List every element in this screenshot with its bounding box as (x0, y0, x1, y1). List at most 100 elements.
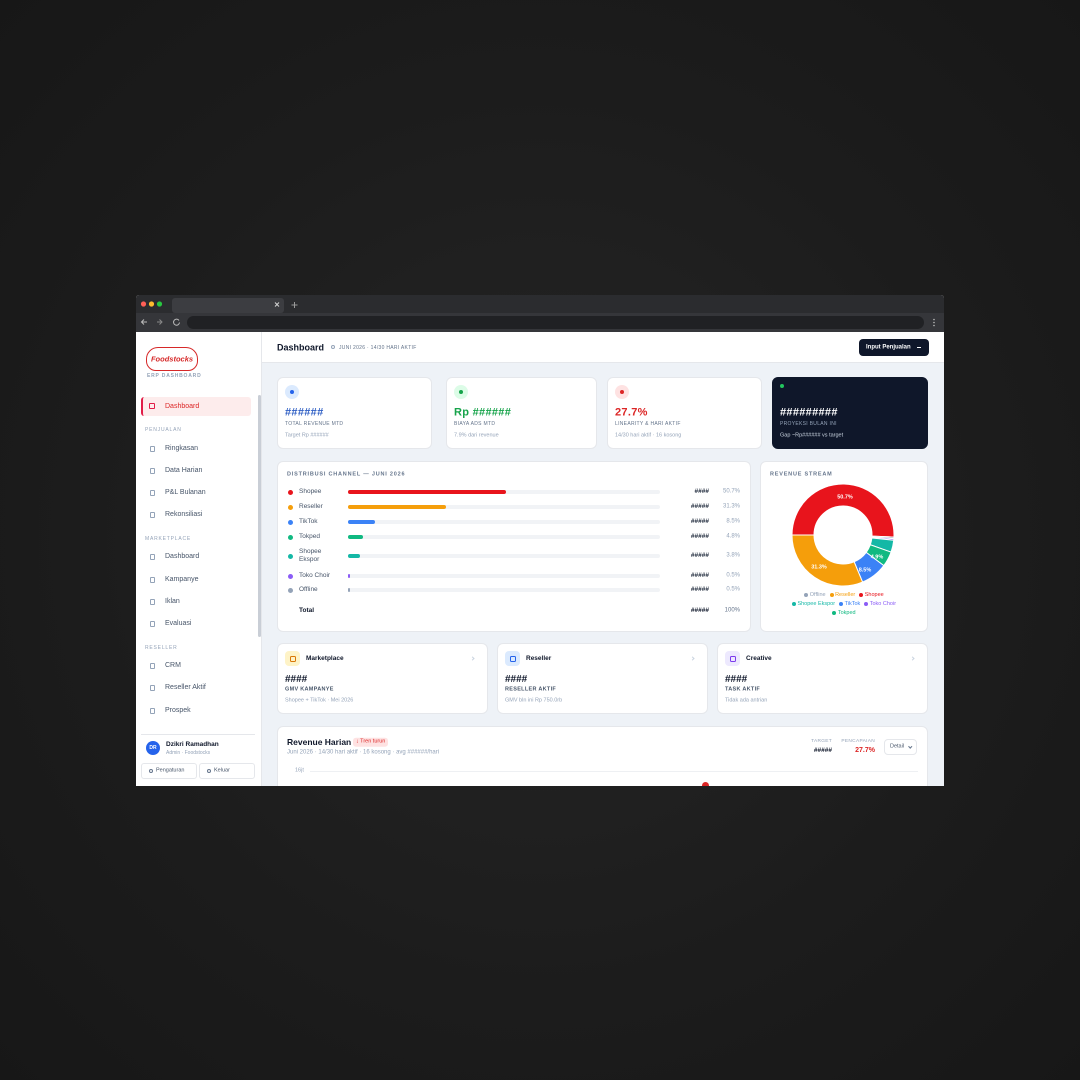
channel-dot (287, 534, 293, 540)
legend-label: Toko Choir (869, 601, 897, 607)
module-label: RESELLER AKTIF (505, 686, 557, 693)
avatar (146, 741, 160, 755)
kpi-label: BIAYA ADS MTD (454, 421, 496, 427)
nav-item[interactable]: P&L Bulanan (165, 488, 206, 496)
active-item[interactable] (141, 397, 251, 416)
donut-slice-label: 31.3% (811, 564, 827, 570)
page-period: JUNI 2026 · 14/30 HARI AKTIF (339, 344, 417, 351)
donut-slice (791, 534, 864, 587)
legend-item: Tokped (832, 610, 856, 616)
total-share: 100% (724, 607, 740, 614)
nav-icon (150, 708, 155, 714)
tab[interactable] (172, 298, 284, 313)
nav-item[interactable]: Prospek (165, 706, 191, 714)
channel-track (348, 574, 660, 578)
channel-share: 31.3% (722, 503, 740, 510)
kpi-sub: 14/30 hari aktif · 16 kosong (615, 432, 682, 439)
channel-share: 8.5% (726, 518, 740, 525)
sidebar-button[interactable] (199, 763, 255, 779)
channel-dot (287, 519, 293, 525)
channel-track (348, 554, 660, 558)
channel-bar (348, 505, 446, 509)
legend-item: Shopee (859, 592, 884, 598)
total-amount: ##### (690, 607, 709, 615)
sidebar-divider (141, 734, 255, 735)
maximize-dot[interactable] (156, 301, 163, 307)
close-dot[interactable] (140, 301, 147, 307)
kpi-icon-dot (459, 390, 463, 394)
nav-item[interactable]: Iklan (165, 597, 180, 605)
kpi-label: PROYEKSI BULAN INI (780, 421, 837, 427)
legend-dot (829, 593, 834, 597)
legend-item: Toko Choir (864, 601, 896, 607)
address-bar[interactable] (187, 316, 924, 329)
primary-button[interactable] (859, 339, 929, 356)
kpi-sub: Target Rp ###### (285, 432, 329, 439)
legend-item: Reseller (829, 592, 856, 598)
nav-item[interactable]: Ringkasan (165, 444, 199, 452)
nav-item[interactable]: Rekonsiliasi (165, 510, 203, 518)
channel-share: 3.8% (726, 552, 740, 559)
channel-bar (348, 520, 375, 524)
sidebar-scrollbar (258, 395, 261, 637)
module-card[interactable] (497, 643, 708, 714)
donut-slice-label: 8.5% (859, 567, 872, 573)
revenue-title: Revenue Harian (287, 736, 352, 747)
channel-amount: ##### (690, 552, 709, 560)
module-label: GMV KAMPANYE (285, 686, 334, 693)
module-value: #### (505, 673, 528, 685)
nav-item[interactable]: Evaluasi (165, 619, 192, 627)
channel-name: Shopee Ekspor (299, 548, 322, 563)
kpi-card (446, 377, 597, 449)
kpi-card (277, 377, 432, 449)
donut-title: REVENUE STREAM (770, 471, 833, 478)
nav-icon (149, 403, 155, 409)
back-button[interactable] (140, 319, 148, 325)
channel-share: 0.5% (726, 586, 740, 593)
forward-button[interactable] (157, 319, 163, 325)
brand-name: Foodstocks (150, 354, 194, 364)
channel-dot (287, 489, 293, 495)
legend-label: Reseller (835, 592, 856, 598)
avatar-initials: DR (149, 745, 157, 751)
target-value: ##### (813, 746, 832, 754)
menu-button[interactable] (933, 318, 935, 327)
nav-item[interactable]: Dashboard (165, 552, 200, 560)
kpi-value: 27.7% (615, 405, 648, 418)
module-icon (725, 651, 740, 666)
tab-close[interactable] (274, 302, 280, 307)
nav-item[interactable]: Data Harian (165, 466, 203, 474)
nav-item[interactable]: Reseller Aktif (165, 683, 206, 691)
kpi-label: LINEARITY & HARI AKTIF (615, 421, 681, 427)
sidebar-button[interactable] (141, 763, 197, 779)
button-icon (149, 769, 153, 773)
button-arrow (917, 347, 921, 348)
channel-bar (348, 588, 350, 592)
nav-item-active: Dashboard (165, 402, 200, 410)
target-label: TARGET (811, 738, 832, 744)
nav-icon (150, 446, 155, 452)
nav-item[interactable]: CRM (165, 661, 181, 669)
nav-icon (150, 599, 155, 605)
channel-dot (287, 504, 293, 510)
user-role: Admin · Foodstocks (166, 750, 211, 756)
nav-item[interactable]: Kampanye (165, 575, 199, 583)
channel-track (348, 588, 660, 592)
nav-icon (150, 554, 155, 560)
kpi-icon-dot (290, 390, 294, 394)
kpi-label: TOTAL REVENUE MTD (285, 421, 344, 427)
new-tab[interactable] (291, 302, 298, 308)
detail-button[interactable] (884, 739, 917, 755)
module-card[interactable] (717, 643, 928, 714)
reload-button[interactable] (173, 318, 180, 326)
period-icon (331, 345, 335, 349)
channel-track (348, 535, 660, 539)
nav-section-title: PENJUALAN (145, 427, 182, 433)
legend-dot (839, 602, 844, 606)
achievement-label: PENCAPAIAN (841, 738, 875, 744)
minimize-dot[interactable] (148, 301, 155, 307)
channel-track (348, 520, 660, 524)
module-icon (505, 651, 520, 666)
module-card[interactable] (277, 643, 488, 714)
channel-card (277, 461, 751, 632)
